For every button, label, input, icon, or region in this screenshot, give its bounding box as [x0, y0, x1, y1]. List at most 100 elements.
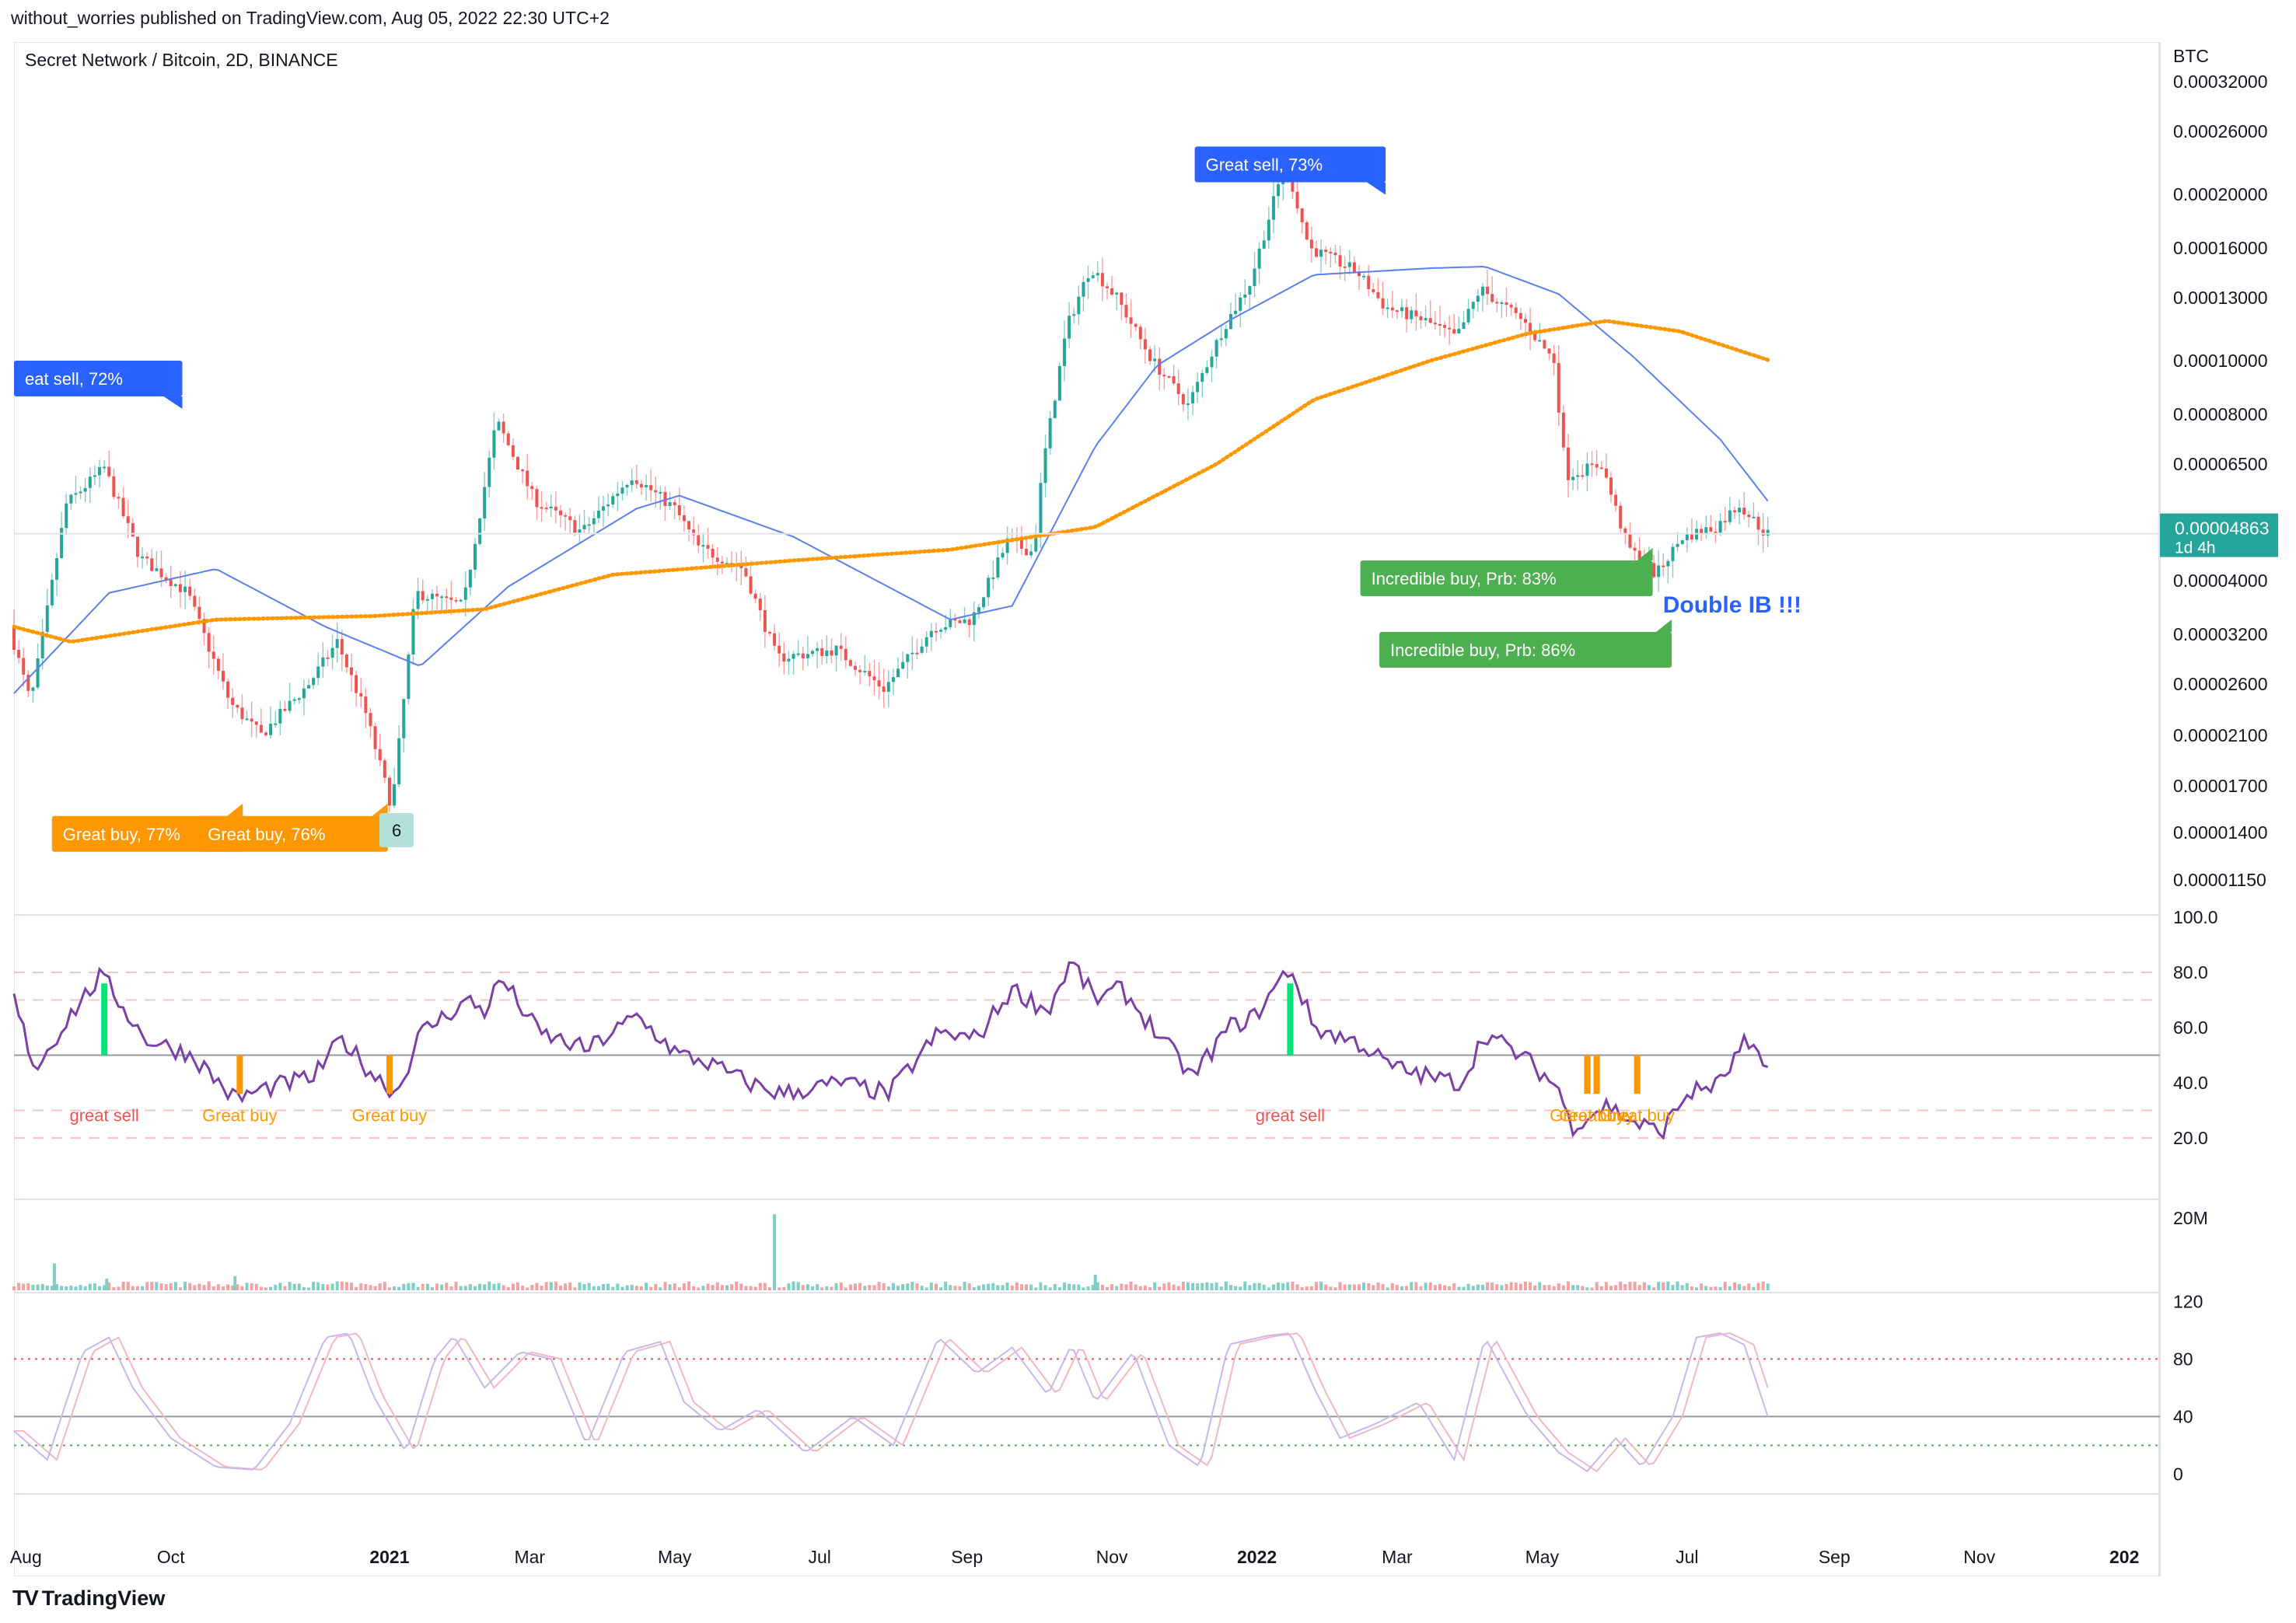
- candle[interactable]: [1305, 222, 1309, 240]
- candle[interactable]: [877, 680, 881, 687]
- candle[interactable]: [972, 612, 976, 626]
- candle[interactable]: [1343, 266, 1347, 268]
- candle[interactable]: [1700, 529, 1704, 535]
- signal-label-sell[interactable]: Great sell, 73%: [1194, 146, 1386, 195]
- candle[interactable]: [302, 688, 306, 699]
- candle[interactable]: [1433, 323, 1437, 325]
- candle[interactable]: [896, 668, 900, 678]
- candle[interactable]: [825, 650, 829, 657]
- candle[interactable]: [155, 568, 159, 571]
- candle[interactable]: [40, 631, 44, 659]
- candle[interactable]: [1552, 353, 1556, 364]
- candle[interactable]: [1001, 553, 1005, 558]
- candle[interactable]: [1025, 548, 1029, 556]
- candle[interactable]: [1581, 475, 1585, 477]
- candle[interactable]: [1448, 327, 1452, 330]
- candle[interactable]: [1068, 316, 1071, 339]
- candle[interactable]: [506, 433, 510, 445]
- candle[interactable]: [801, 653, 805, 658]
- candle[interactable]: [1585, 463, 1589, 476]
- candle[interactable]: [340, 639, 344, 654]
- candle[interactable]: [1633, 547, 1637, 551]
- candle[interactable]: [1096, 273, 1099, 276]
- candle[interactable]: [1443, 325, 1447, 328]
- candle[interactable]: [711, 548, 715, 558]
- candle[interactable]: [1518, 312, 1522, 319]
- candle[interactable]: [240, 707, 244, 720]
- candle[interactable]: [725, 563, 729, 565]
- candle[interactable]: [1062, 338, 1066, 366]
- candle[interactable]: [1186, 403, 1190, 406]
- candle[interactable]: [292, 699, 296, 701]
- candle[interactable]: [150, 558, 154, 571]
- candle[interactable]: [1405, 307, 1409, 319]
- candle[interactable]: [564, 515, 568, 517]
- candle[interactable]: [1019, 539, 1023, 549]
- candle[interactable]: [1358, 272, 1361, 277]
- candle[interactable]: [1457, 329, 1461, 333]
- candle[interactable]: [1243, 294, 1247, 298]
- candle[interactable]: [1048, 417, 1052, 449]
- candle[interactable]: [1623, 528, 1627, 534]
- candle[interactable]: [36, 658, 40, 688]
- candle[interactable]: [953, 619, 957, 621]
- candle[interactable]: [1576, 475, 1580, 477]
- candle[interactable]: [1367, 275, 1371, 290]
- candle[interactable]: [1466, 309, 1470, 323]
- candle[interactable]: [839, 645, 843, 649]
- candle[interactable]: [1138, 326, 1142, 340]
- candle[interactable]: [692, 529, 696, 536]
- candle[interactable]: [1462, 322, 1466, 330]
- candle[interactable]: [687, 521, 691, 530]
- candle[interactable]: [98, 466, 102, 476]
- candle[interactable]: [1129, 317, 1133, 324]
- candle[interactable]: [383, 760, 386, 778]
- candle[interactable]: [1718, 521, 1722, 533]
- candle[interactable]: [820, 647, 824, 657]
- candle[interactable]: [483, 487, 487, 519]
- candle[interactable]: [1424, 318, 1428, 321]
- candle[interactable]: [1395, 310, 1399, 312]
- candle[interactable]: [141, 557, 145, 559]
- candle[interactable]: [882, 686, 886, 693]
- candle[interactable]: [221, 671, 225, 682]
- candle[interactable]: [910, 652, 914, 654]
- candle[interactable]: [1319, 250, 1323, 257]
- candle[interactable]: [1400, 307, 1404, 312]
- candle[interactable]: [330, 647, 334, 658]
- candle[interactable]: [193, 595, 197, 607]
- candle[interactable]: [668, 502, 672, 506]
- candle[interactable]: [440, 596, 444, 599]
- candle[interactable]: [103, 466, 107, 469]
- candle[interactable]: [720, 561, 724, 564]
- candle[interactable]: [1561, 412, 1565, 448]
- candle[interactable]: [126, 516, 130, 524]
- candle[interactable]: [515, 456, 519, 470]
- candle[interactable]: [1176, 383, 1180, 395]
- candle[interactable]: [164, 577, 168, 581]
- candle[interactable]: [1410, 310, 1414, 319]
- candle[interactable]: [996, 557, 1000, 578]
- candle[interactable]: [1082, 281, 1085, 297]
- candle[interactable]: [159, 568, 163, 578]
- candle[interactable]: [1228, 314, 1232, 330]
- candle[interactable]: [1100, 273, 1104, 287]
- candle[interactable]: [1162, 375, 1166, 377]
- candle[interactable]: [1034, 534, 1038, 552]
- candle[interactable]: [773, 633, 777, 646]
- candle[interactable]: [1239, 297, 1242, 311]
- candle[interactable]: [245, 718, 249, 721]
- candle[interactable]: [587, 524, 591, 526]
- candle[interactable]: [112, 476, 116, 497]
- candle[interactable]: [369, 713, 372, 727]
- candle[interactable]: [1628, 533, 1632, 548]
- candle[interactable]: [1571, 476, 1575, 480]
- candle[interactable]: [1077, 296, 1081, 315]
- candle[interactable]: [649, 485, 653, 490]
- candle[interactable]: [463, 587, 467, 600]
- candle[interactable]: [211, 651, 215, 659]
- candle[interactable]: [854, 665, 858, 670]
- candle[interactable]: [359, 693, 363, 697]
- candle[interactable]: [929, 630, 933, 637]
